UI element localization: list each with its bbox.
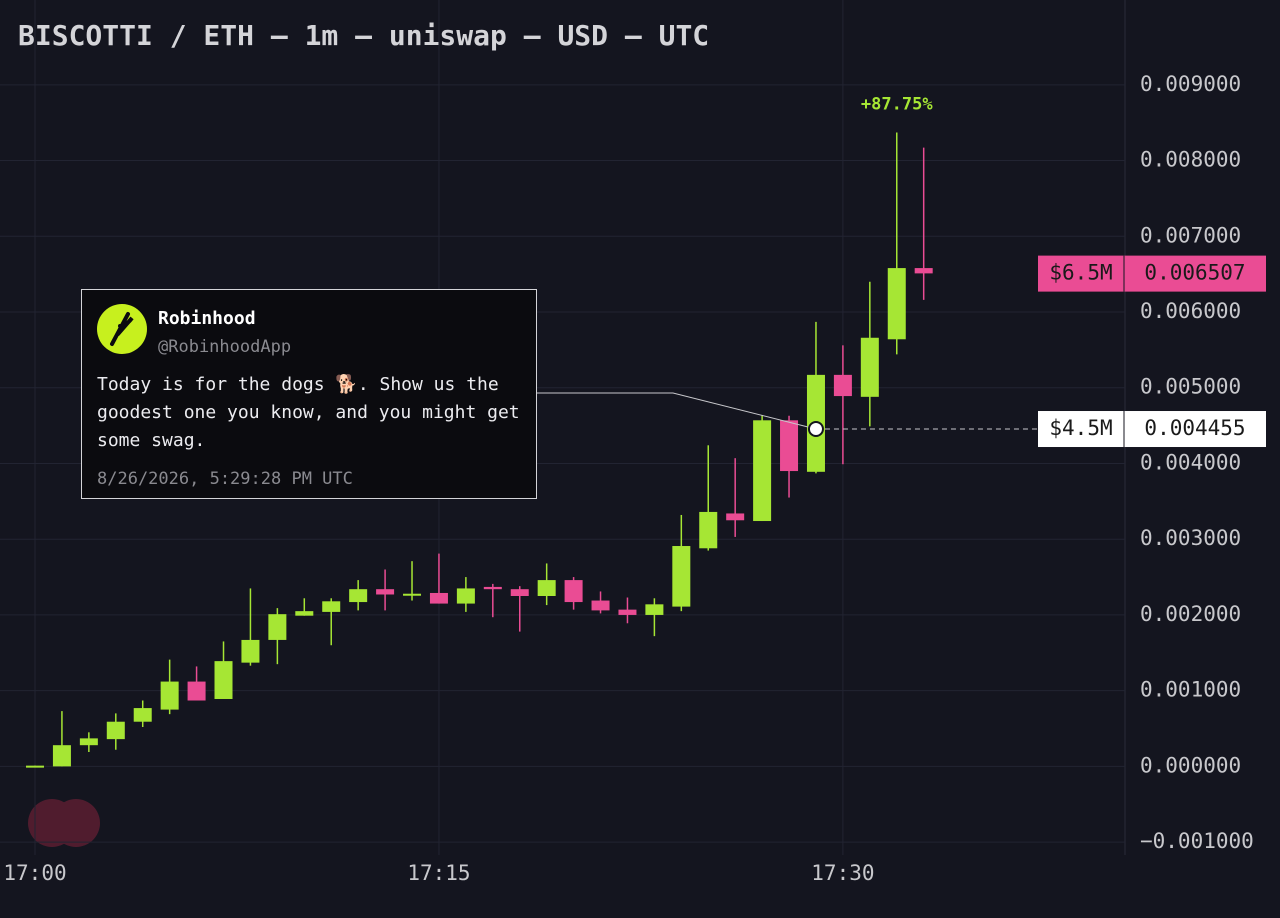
candle-body <box>672 546 691 607</box>
candle-body <box>780 420 799 472</box>
tweet-avatar-icon <box>110 312 134 346</box>
candle-body <box>860 337 879 397</box>
y-tick-label: 0.009000 <box>1140 72 1241 96</box>
candle-body <box>376 589 395 595</box>
candle-body <box>295 611 314 616</box>
candle-body <box>726 513 745 521</box>
tweet-handle: @RobinhoodApp <box>158 337 291 357</box>
candle-body <box>429 592 448 604</box>
price-tag <box>1038 411 1266 448</box>
y-tick-label: 0.005000 <box>1140 375 1241 399</box>
candle-body <box>914 268 933 274</box>
x-tick-label: 17:15 <box>407 861 470 885</box>
tweet-text: goodest one you know, and you might get <box>97 402 520 423</box>
y-tick-label: 0.000000 <box>1140 753 1241 777</box>
price-tag-value: 0.004455 <box>1144 416 1245 440</box>
candle-body <box>456 588 475 604</box>
candle-body <box>537 580 556 597</box>
candle-body <box>645 604 664 615</box>
tweet-marker <box>807 421 824 438</box>
watermark <box>28 799 100 847</box>
tweet-time: 8/26/2026, 5:29:28 PM UTC <box>97 469 353 489</box>
y-tick-label: 0.008000 <box>1140 148 1241 172</box>
y-tick-label: 0.004000 <box>1140 450 1241 474</box>
price-tag-cap: $4.5M <box>1049 416 1112 440</box>
candle-body <box>403 593 422 596</box>
candle-body <box>887 268 906 340</box>
candle-body <box>187 681 206 701</box>
candle-body <box>753 420 772 522</box>
candle-body <box>52 745 71 767</box>
y-tick-label: 0.001000 <box>1140 678 1241 702</box>
price-tag <box>1038 255 1266 292</box>
y-tick-label: 0.002000 <box>1140 602 1241 626</box>
candle-body <box>618 609 637 615</box>
y-tick-label: 0.003000 <box>1140 526 1241 550</box>
candle-body <box>349 589 368 603</box>
chart-title: BISCOTTI / ETH — 1m — uniswap — USD — UT… <box>18 19 709 52</box>
candle-body <box>79 738 98 746</box>
candle-body <box>133 708 152 722</box>
watermark-left <box>28 799 76 847</box>
x-tick-label: 17:00 <box>3 861 66 885</box>
candle-body <box>699 511 718 549</box>
change-label: +87.75% <box>861 95 933 115</box>
tweet-text: some swag. <box>97 430 205 451</box>
watermark-right <box>52 799 100 847</box>
y-tick-label: 0.006000 <box>1140 299 1241 323</box>
tweet-text: Today is for the dogs 🐕. Show us the <box>97 373 499 395</box>
price-tag-value: 0.006507 <box>1144 261 1245 285</box>
candle-body <box>106 721 125 740</box>
candle-body <box>160 681 179 710</box>
candle-body <box>483 586 502 590</box>
tweet-card: Robinhood @RobinhoodApp Today is for the d… <box>81 289 537 499</box>
y-tick-label: 0.007000 <box>1140 223 1241 247</box>
candle-body <box>26 765 44 768</box>
price-tag-cap: $6.5M <box>1049 261 1112 285</box>
x-tick-label: 17:30 <box>811 861 874 885</box>
candle-body <box>564 580 583 603</box>
candle-body <box>268 614 287 640</box>
candle-body <box>591 600 610 611</box>
candle-body <box>214 661 233 699</box>
y-tick-label: −0.001000 <box>1140 829 1254 853</box>
candle-body <box>322 601 341 612</box>
candle-body <box>833 374 852 397</box>
tweet-card-box <box>81 289 537 499</box>
candle-body <box>510 589 529 597</box>
tweet-connector <box>537 392 817 430</box>
candle-body <box>241 639 260 663</box>
tweet-name: Robinhood <box>158 308 256 329</box>
